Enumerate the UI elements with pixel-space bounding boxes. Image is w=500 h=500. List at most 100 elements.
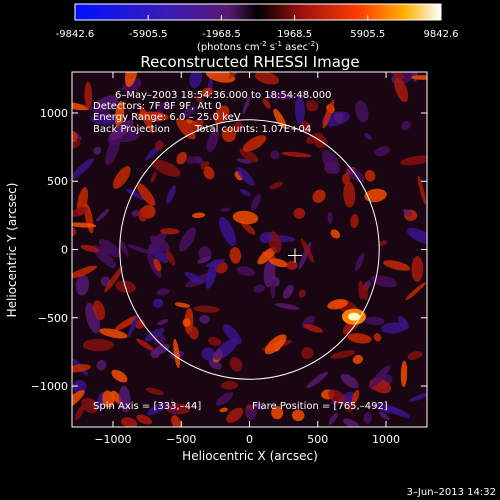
heatmap-blob (96, 208, 110, 222)
heatmap-blob (350, 214, 359, 229)
heatmap-blob (112, 166, 131, 189)
heatmap-blob (281, 151, 312, 158)
heatmap-blob (72, 206, 88, 217)
y-tick-label: 0 (61, 244, 68, 257)
heatmap-blob (370, 275, 398, 288)
heatmap-blob (330, 350, 356, 359)
heatmap-blob (93, 146, 102, 155)
colorbar (74, 3, 442, 21)
heatmap-blob (156, 288, 170, 296)
heatmap-blob (151, 159, 181, 177)
heatmap-blob (191, 212, 206, 219)
colorbar-tick-labels: -9842.6 -5905.5 -1968.5 1968.5 5905.5 9842.6 (56, 29, 459, 40)
heatmap-blob (156, 319, 169, 326)
heatmap-blob (411, 255, 424, 283)
heatmap-blob (246, 404, 254, 411)
heatmap-blob (306, 100, 319, 112)
annotation-energy: Energy Range: 6.0 – 25.0 keV (93, 112, 241, 123)
heatmap-blob (324, 161, 337, 174)
heatmap-blob (201, 347, 215, 361)
heatmap-blob (250, 193, 261, 211)
heatmap-blob (176, 151, 188, 165)
heatmap-blob (259, 231, 273, 244)
heatmap-blob (242, 135, 267, 152)
heatmap-blob (201, 87, 213, 97)
heatmap-blob (236, 166, 255, 186)
heatmap-blob (221, 207, 231, 213)
axis-ticks (72, 72, 427, 427)
heatmap-blob (147, 231, 167, 255)
heatmap-blob (186, 119, 204, 134)
heatmap-blob (355, 100, 369, 123)
heatmap-blob (354, 252, 365, 271)
heatmap-blob (215, 392, 234, 406)
heatmap-blob (145, 387, 164, 396)
heatmap-blob (301, 347, 314, 360)
heatmap-blob (222, 127, 236, 143)
heatmap-blob (125, 188, 145, 200)
heatmap-blob (182, 318, 191, 327)
heatmap-blob (405, 282, 426, 301)
heatmap-blob (75, 274, 90, 296)
heatmap-blob (127, 314, 140, 338)
heatmap-blob (400, 155, 427, 166)
heatmap-blob (173, 338, 180, 369)
colorbar-tick-label: 9842.6 (424, 29, 459, 40)
heatmap-blob (400, 360, 408, 388)
heatmap-blob (195, 156, 205, 166)
heatmap-blob (254, 403, 265, 411)
heatmap-blob (305, 132, 323, 144)
x-tick-labels: −1000 −500 0 500 1000 (94, 433, 400, 446)
heatmap-blob (373, 333, 382, 342)
heatmap-blob (322, 99, 335, 129)
annotation-counts: Total counts: 1.07E+04 (194, 124, 311, 135)
heatmap-blob (82, 338, 114, 352)
solar-limb-circle (119, 119, 380, 380)
heatmap-blob (274, 303, 300, 310)
heatmap-blob (364, 169, 376, 182)
heatmap-blob (144, 328, 165, 342)
heatmap-blob (152, 298, 164, 308)
heatmap-blob (286, 260, 298, 270)
heatmap-blob (291, 409, 305, 422)
heatmap-blob (193, 305, 220, 313)
heatmap-blob (340, 373, 359, 389)
heatmap-blob (166, 185, 176, 204)
heatmap-blob (407, 351, 423, 360)
heatmap-blob (118, 238, 129, 257)
heatmap-blob (410, 75, 427, 80)
heatmap-blob (374, 146, 390, 157)
heatmap-blob (408, 392, 427, 402)
heatmap-blob (219, 216, 237, 247)
x-tick-label: 500 (307, 433, 328, 446)
heatmap-blob (72, 364, 91, 373)
heatmap-blob (135, 319, 145, 329)
heatmap-blob (189, 72, 202, 89)
heatmap-blob (236, 158, 252, 164)
heatmap-blob (358, 280, 364, 300)
heatmap-blob (137, 111, 169, 122)
heatmap-blob (352, 389, 360, 404)
heatmap-blob (150, 349, 160, 359)
heatmap-blob (115, 100, 125, 128)
heatmap-blob (269, 258, 288, 268)
heatmap-blob (72, 101, 90, 111)
y-axis-label: Heliocentric Y (arcsec) (5, 183, 19, 318)
heatmap-blob (131, 210, 140, 217)
heatmap-blob (253, 284, 265, 293)
heatmap-blob (85, 105, 113, 117)
heatmap-blob (174, 302, 191, 308)
heatmap-blob (114, 315, 140, 331)
colorbar-tick-label: 5905.5 (350, 29, 385, 40)
heatmap-blob (111, 369, 128, 383)
heatmap-blob (179, 227, 196, 252)
heatmap-blob (229, 247, 242, 264)
heatmap-blob (124, 72, 138, 87)
x-tick-label: 1000 (372, 433, 400, 446)
heatmap-blob (298, 289, 306, 298)
heatmap-blob (364, 188, 387, 203)
heatmap-blob (266, 92, 296, 100)
heatmap-blob (228, 72, 240, 79)
heatmap-blob (381, 322, 407, 334)
